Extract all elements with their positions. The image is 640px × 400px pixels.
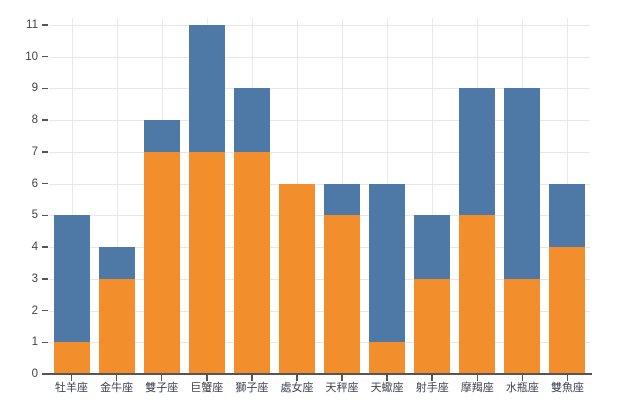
x-axis-tick — [70, 375, 73, 381]
horizontal-gridline — [49, 310, 590, 312]
x-axis-line — [42, 373, 592, 375]
bar-segment-bottom-segment-orange[interactable] — [53, 342, 90, 374]
bar-segment-bottom-segment-orange[interactable] — [143, 151, 180, 374]
y-axis-tick — [42, 341, 48, 343]
x-axis-tick — [521, 375, 524, 381]
bar-segment-top-segment-blue[interactable] — [369, 183, 406, 343]
bar-segment-bottom-segment-orange[interactable] — [414, 278, 451, 374]
y-axis-tick — [42, 246, 48, 248]
x-axis-tick — [566, 375, 569, 381]
horizontal-gridline — [49, 120, 590, 121]
bar-segment-top-segment-blue[interactable] — [414, 215, 451, 279]
x-axis-category-label: 水瓶座 — [505, 382, 539, 394]
horizontal-gridline — [49, 247, 590, 248]
bar-segment-bottom-segment-orange[interactable] — [98, 278, 135, 374]
horizontal-gridline — [49, 151, 590, 153]
x-axis-tick — [206, 375, 208, 381]
y-axis-tick-label: 3 — [31, 272, 38, 285]
y-axis-tick — [42, 309, 48, 312]
vertical-gridline — [116, 18, 118, 373]
bar-segment-top-segment-blue[interactable] — [233, 88, 270, 152]
bar-segment-bottom-segment-orange[interactable] — [278, 183, 315, 374]
bar-segment-top-segment-blue[interactable] — [504, 88, 541, 279]
y-axis-tick — [42, 119, 48, 121]
horizontal-gridline — [49, 215, 590, 217]
y-axis-tick — [42, 373, 48, 375]
vertical-gridline — [432, 18, 434, 373]
x-axis-category-label: 巨蟹座 — [190, 382, 224, 394]
horizontal-gridline — [49, 278, 590, 280]
horizontal-gridline — [49, 183, 590, 185]
bar-segment-top-segment-blue[interactable] — [459, 88, 496, 216]
bar-segment-bottom-segment-orange[interactable] — [549, 247, 586, 374]
y-axis-tick-label: 4 — [31, 241, 38, 253]
y-axis-tick-label: 7 — [31, 145, 38, 158]
x-axis-tick — [476, 375, 479, 381]
bar-segment-bottom-segment-orange[interactable] — [504, 278, 541, 374]
bar-segment-top-segment-blue[interactable] — [324, 183, 361, 216]
horizontal-gridline — [49, 88, 590, 90]
bar-segment-top-segment-blue[interactable] — [549, 183, 586, 247]
y-axis-tick — [42, 182, 48, 185]
x-axis-category-label: 射手座 — [415, 382, 449, 394]
x-axis-category-label: 摩羯座 — [460, 382, 494, 394]
horizontal-gridline — [49, 24, 590, 26]
y-axis-tick-label: 0 — [31, 368, 38, 380]
x-axis-category-label: 金牛座 — [100, 382, 134, 394]
x-axis-category-label: 天秤座 — [325, 382, 359, 394]
y-axis-tick — [42, 55, 48, 58]
bar-segment-bottom-segment-orange[interactable] — [459, 215, 496, 374]
y-axis-tick-label: 1 — [31, 336, 38, 349]
y-axis-tick-label: 10 — [25, 50, 38, 63]
bar-segment-top-segment-blue[interactable] — [188, 24, 225, 152]
y-axis-tick — [42, 24, 48, 26]
y-axis-tick-label: 2 — [31, 304, 38, 317]
x-axis-tick — [251, 375, 253, 381]
y-axis-tick-label: 11 — [26, 18, 38, 31]
y-axis-tick — [42, 278, 48, 280]
x-axis-tick — [386, 375, 388, 381]
x-axis-category-label: 處女座 — [280, 382, 314, 394]
y-axis-tick-label: 5 — [31, 209, 38, 222]
bar-segment-bottom-segment-orange[interactable] — [233, 151, 270, 374]
bar-segment-top-segment-blue[interactable] — [53, 215, 90, 343]
bar-segment-top-segment-blue[interactable] — [98, 247, 135, 279]
bar-segment-bottom-segment-orange[interactable] — [324, 215, 361, 374]
y-axis-tick-label: 8 — [31, 114, 38, 126]
x-axis-tick — [341, 375, 343, 381]
x-axis-category-label: 雙子座 — [145, 382, 179, 394]
y-axis-tick — [42, 151, 48, 153]
bar-segment-bottom-segment-orange[interactable] — [188, 151, 225, 374]
y-axis-tick — [42, 87, 48, 89]
vertical-gridline — [71, 18, 73, 373]
x-axis-category-label: 獅子座 — [235, 382, 269, 394]
x-axis-tick — [431, 375, 433, 381]
x-axis-category-label: 天蠍座 — [370, 382, 404, 394]
x-axis-category-label: 牡羊座 — [55, 382, 89, 394]
y-axis-tick — [42, 214, 48, 216]
horizontal-gridline — [49, 342, 590, 344]
x-axis-category-label: 雙魚座 — [550, 382, 584, 394]
bar-segment-top-segment-blue[interactable] — [143, 120, 180, 152]
x-axis-tick — [160, 375, 163, 381]
x-axis-tick — [296, 375, 298, 381]
horizontal-gridline — [49, 56, 590, 58]
bar-segment-bottom-segment-orange[interactable] — [369, 342, 406, 374]
y-axis-tick-label: 6 — [31, 177, 38, 190]
y-axis-tick-label: 9 — [31, 82, 38, 95]
x-axis-tick — [115, 375, 118, 381]
